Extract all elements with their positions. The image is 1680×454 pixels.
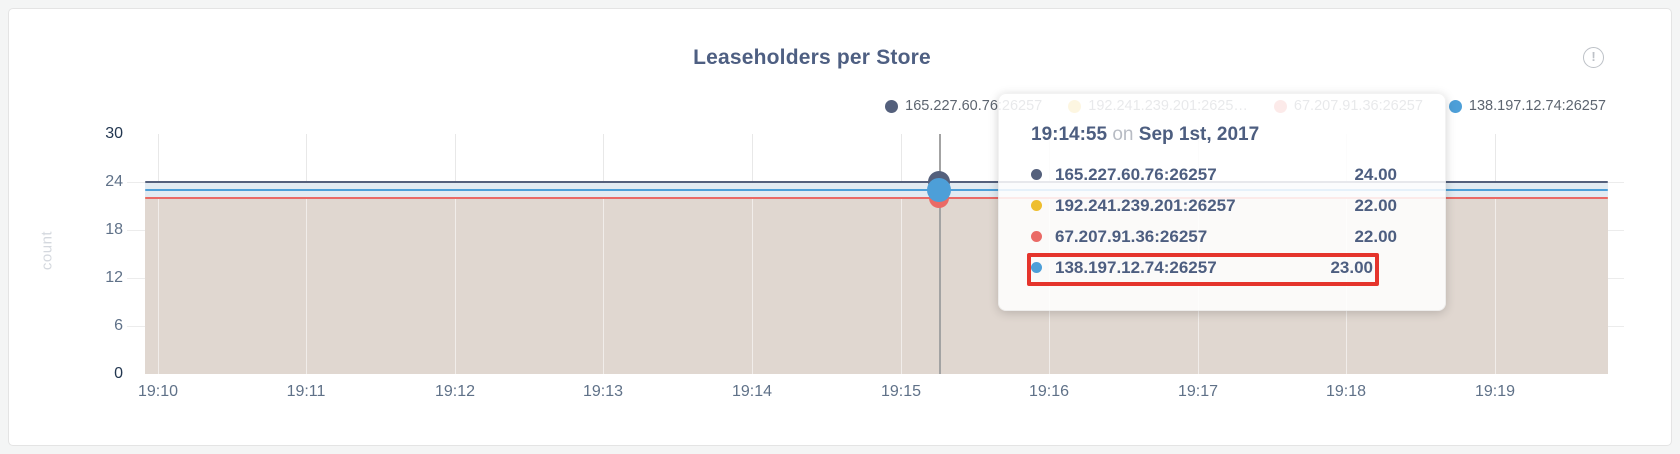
legend-item[interactable]: 138.197.12.74:26257 — [1448, 98, 1606, 114]
v-gridline-over-fill — [603, 199, 604, 374]
tooltip-row-value: 23.00 — [1330, 257, 1373, 277]
tooltip-row: 138.197.12.74:26257 23.00 — [1027, 252, 1397, 286]
tooltip-row-label: 67.207.91.36:26257 — [1055, 226, 1208, 246]
y-tick-label: 24 — [105, 173, 123, 190]
tooltip-row-value: 22.00 — [1354, 195, 1397, 215]
y-axis-title: count — [38, 230, 56, 271]
x-tick-label: 19:10 — [137, 383, 179, 400]
v-gridline-over-fill — [1495, 199, 1496, 374]
x-tick-label: 19:17 — [1177, 383, 1219, 400]
series-line — [145, 188, 1608, 192]
legend-swatch-icon — [1448, 99, 1462, 113]
tooltip-row-swatch-icon — [1031, 262, 1042, 273]
v-gridline-over-fill — [158, 199, 159, 374]
hover-guideline — [939, 134, 941, 374]
y-tick-label: 6 — [114, 317, 123, 334]
v-gridline-over-fill — [752, 199, 753, 374]
legend-swatch-icon — [885, 99, 899, 113]
tooltip-row-label: 192.241.239.201:26257 — [1055, 195, 1236, 215]
x-tick-label: 19:16 — [1028, 383, 1070, 400]
tooltip-rows: 165.227.60.76:26257 24.00 192.241.239.201:… — [1027, 159, 1397, 286]
v-gridline — [603, 134, 604, 200]
v-gridline — [752, 134, 753, 200]
v-gridline-over-fill — [901, 199, 902, 374]
x-tick-label: 19:13 — [582, 383, 624, 400]
hover-point — [927, 178, 951, 202]
x-tick-label: 19:12 — [434, 383, 476, 400]
info-icon[interactable]: ! — [1583, 47, 1604, 68]
tooltip-row-value: 24.00 — [1354, 164, 1397, 184]
v-gridline — [1495, 134, 1496, 200]
tooltip-date: Sep 1st, 2017 — [1138, 124, 1260, 145]
y-tick-label: 18 — [105, 221, 123, 238]
v-gridline-over-fill — [306, 199, 307, 374]
tooltip-row-swatch-icon — [1031, 200, 1042, 211]
v-gridline — [455, 134, 456, 200]
tooltip-row: 192.241.239.201:26257 22.00 — [1031, 190, 1397, 221]
chart-panel: Leaseholders per Store ! count 0 6 12 18 24 3… — [8, 8, 1672, 446]
tooltip-time: 19:14:55 — [1031, 124, 1108, 145]
tooltip-timestamp: 19:14:55 on Sep 1st, 2017 — [1031, 122, 1397, 148]
x-tick-label: 19:19 — [1474, 383, 1516, 400]
legend-label: 138.197.12.74:26257 — [1468, 98, 1606, 114]
v-gridline — [306, 134, 307, 200]
series-line — [145, 180, 1608, 184]
tooltip-on-word: on — [1112, 124, 1134, 145]
v-gridline-over-fill — [455, 199, 456, 374]
y-tick-label: 30 — [105, 125, 123, 142]
tooltip-row-value: 22.00 — [1354, 226, 1397, 246]
y-tick-label: 12 — [105, 269, 123, 286]
tooltip-row-label: 165.227.60.76:26257 — [1055, 164, 1217, 184]
tooltip-row: 67.207.91.36:26257 22.00 — [1031, 221, 1397, 252]
hover-tooltip: 19:14:55 on Sep 1st, 2017 165.227.60.76:… — [998, 93, 1446, 311]
x-tick-label: 19:15 — [880, 383, 922, 400]
tooltip-row-swatch-icon — [1031, 231, 1042, 242]
chart-title: Leaseholders per Store — [693, 46, 931, 69]
x-tick-label: 19:14 — [731, 383, 773, 400]
v-gridline — [901, 134, 902, 200]
tooltip-content: 19:14:55 on Sep 1st, 2017 165.227.60.76:… — [1027, 122, 1397, 286]
series-line — [145, 196, 1608, 200]
tooltip-row-swatch-icon — [1031, 169, 1042, 180]
tooltip-row: 165.227.60.76:26257 24.00 — [1031, 159, 1397, 190]
x-tick-label: 19:18 — [1325, 383, 1367, 400]
x-tick-label: 19:11 — [286, 383, 326, 400]
y-tick-label: 0 — [114, 365, 123, 382]
tooltip-row-label: 138.197.12.74:26257 — [1055, 257, 1217, 277]
v-gridline — [158, 134, 159, 200]
